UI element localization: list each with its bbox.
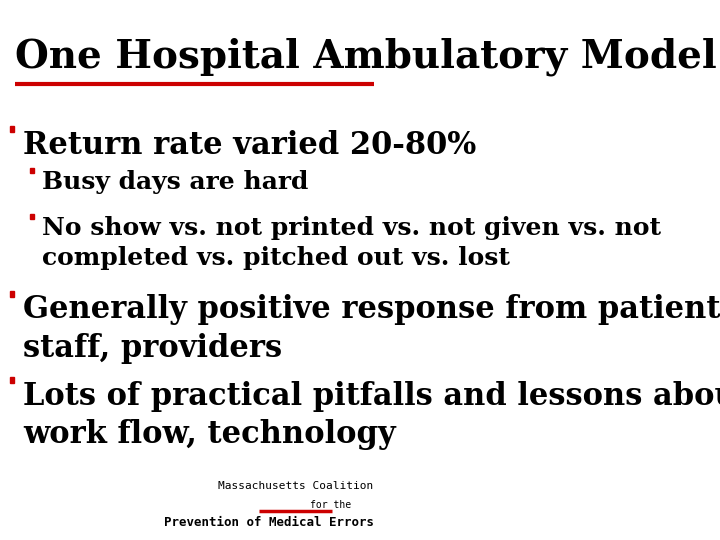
- FancyBboxPatch shape: [9, 291, 14, 297]
- FancyBboxPatch shape: [9, 126, 14, 132]
- FancyBboxPatch shape: [30, 214, 34, 219]
- Text: Massachusetts Coalition: Massachusetts Coalition: [218, 481, 374, 491]
- Text: Lots of practical pitfalls and lessons about
work flow, technology: Lots of practical pitfalls and lessons a…: [23, 381, 720, 450]
- FancyBboxPatch shape: [30, 168, 34, 173]
- Text: No show vs. not printed vs. not given vs. not
completed vs. pitched out vs. lost: No show vs. not printed vs. not given vs…: [42, 216, 661, 269]
- Text: for the: for the: [310, 500, 351, 510]
- Text: Prevention of Medical Errors: Prevention of Medical Errors: [163, 516, 374, 529]
- Text: One Hospital Ambulatory Model Testing: One Hospital Ambulatory Model Testing: [15, 38, 720, 76]
- Text: Generally positive response from patients,
staff, providers: Generally positive response from patient…: [23, 294, 720, 363]
- Text: Return rate varied 20-80%: Return rate varied 20-80%: [23, 130, 476, 160]
- Text: Busy days are hard: Busy days are hard: [42, 170, 308, 194]
- FancyBboxPatch shape: [9, 377, 14, 383]
